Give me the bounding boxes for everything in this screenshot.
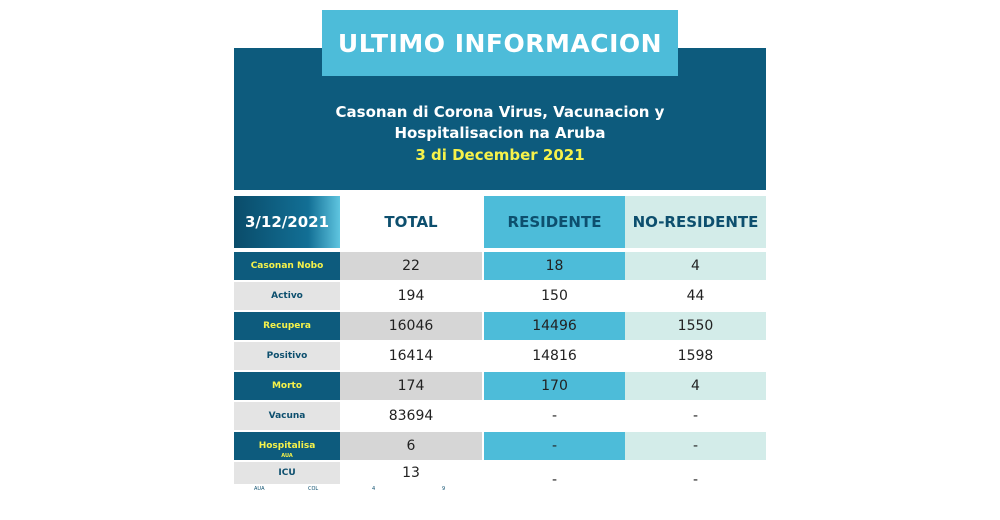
cell-no-residente: - — [625, 432, 766, 460]
cell-no-residente: 4 — [625, 372, 766, 400]
table-row: Vacuna 83694 - - — [234, 402, 766, 430]
header-residente: RESIDENTE — [484, 196, 625, 248]
row-label: ICU — [234, 462, 340, 484]
cell-no-residente: 4 — [625, 252, 766, 280]
cell-residente: 150 — [541, 288, 568, 304]
header-title-line1: Casonan di Corona Virus, Vacunacion y — [335, 103, 665, 121]
header-total: TOTAL — [340, 196, 482, 248]
row-label: Vacuna — [234, 402, 340, 430]
stats-table: 3/12/2021 TOTAL RESIDENTE NO-RESIDENTE C… — [234, 196, 766, 492]
table-header-row: 3/12/2021 TOTAL RESIDENTE NO-RESIDENTE — [234, 196, 766, 248]
row-label: Activo — [234, 282, 340, 310]
row-label: Positivo — [234, 342, 340, 370]
cell-no-residente: - — [692, 472, 699, 488]
table-row: Positivo 16414 14816 1598 — [234, 342, 766, 370]
row-label: Morto — [234, 372, 340, 400]
table-row: Activo 194 150 44 — [234, 282, 766, 310]
row-label: Hospitalisa — [258, 441, 316, 451]
row-label-cell: Hospitalisa AUA — [234, 432, 340, 460]
icu-col-value: 9 — [442, 486, 446, 492]
cell-residente: - — [551, 472, 558, 488]
cell-residente: 14816 — [532, 348, 577, 364]
row-label: Recupera — [234, 312, 340, 340]
table-row: Casonan Nobo 22 18 4 — [234, 252, 766, 280]
header-date-cell: 3/12/2021 — [234, 196, 340, 248]
table-row: Recupera 16046 14496 1550 — [234, 312, 766, 340]
cell-total: 13 — [402, 465, 420, 481]
cell-total: 16046 — [340, 312, 482, 340]
cell-residente: 170 — [484, 372, 625, 400]
cell-no-residente: 44 — [686, 288, 705, 304]
cell-residente: - — [551, 408, 558, 424]
icu-col-label: COL — [308, 486, 319, 492]
cell-no-residente: - — [692, 408, 699, 424]
cell-total: 22 — [340, 252, 482, 280]
cell-total: 83694 — [388, 408, 434, 424]
cell-residente: 18 — [484, 252, 625, 280]
icu-aua-value: 4 — [372, 486, 376, 492]
table-row: Hospitalisa AUA 6 - - — [234, 432, 766, 460]
row-sublabel: AUA — [281, 453, 293, 459]
cell-no-residente: 1550 — [625, 312, 766, 340]
header-no-residente: NO-RESIDENTE — [625, 196, 766, 248]
cell-total: 194 — [397, 288, 425, 304]
icu-aua-label: AUA — [254, 486, 265, 492]
cell-total: 174 — [340, 372, 482, 400]
table-row: Morto 174 170 4 — [234, 372, 766, 400]
cell-total: 16414 — [388, 348, 434, 364]
header-date: 3 di December 2021 — [415, 146, 585, 164]
cell-no-residente: 1598 — [677, 348, 714, 364]
header-title-line2: Hospitalisacion na Aruba — [394, 124, 606, 142]
cell-residente: 14496 — [484, 312, 625, 340]
row-label: Casonan Nobo — [234, 252, 340, 280]
cell-residente: - — [484, 432, 625, 460]
icu-breakdown: AUA COL 4 9 — [234, 486, 482, 494]
table-row: ICU 13 - - — [234, 462, 766, 490]
page-banner: ULTIMO INFORMACION — [322, 10, 678, 76]
cell-total: 6 — [340, 432, 482, 460]
